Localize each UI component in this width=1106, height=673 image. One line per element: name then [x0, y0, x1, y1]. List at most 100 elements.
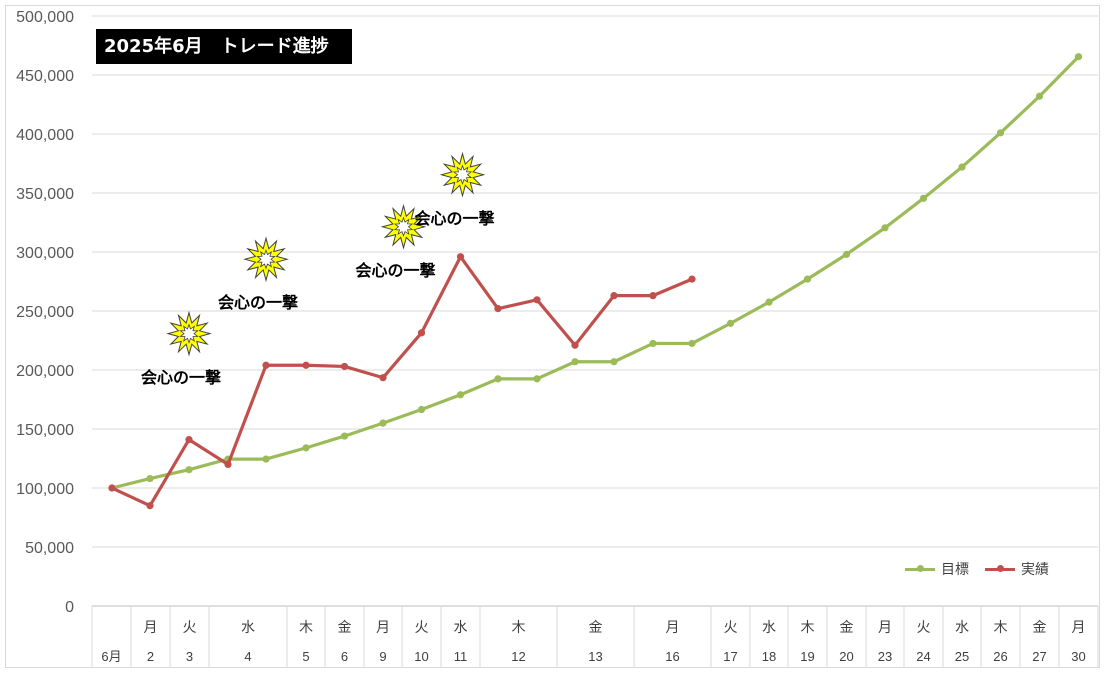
x-tick-date: 16	[665, 649, 679, 664]
data-point-target	[1035, 92, 1044, 100]
x-tick-weekday: 火	[917, 620, 931, 636]
y-tick-label: 400,000	[16, 127, 74, 144]
data-point-actual	[417, 329, 426, 337]
data-point-target	[340, 432, 349, 440]
x-tick-weekday: 火	[183, 620, 197, 636]
data-point-actual	[302, 361, 310, 369]
data-point-actual	[649, 292, 657, 300]
x-tick-weekday: 水	[454, 620, 468, 636]
x-tick-weekday: 金	[840, 620, 854, 636]
x-tick-date: 25	[955, 649, 969, 664]
data-point-target	[533, 375, 541, 383]
x-tick-weekday: 木	[299, 620, 313, 636]
series-line-target	[111, 55, 1080, 490]
data-point-actual	[688, 275, 696, 283]
x-tick-date: 6	[341, 649, 348, 664]
y-tick-label: 200,000	[16, 363, 74, 380]
x-tick-date: 19	[800, 649, 814, 664]
data-point-target	[765, 298, 773, 306]
x-tick-weekday: 金	[1033, 620, 1047, 636]
x-tick-date: 30	[1071, 649, 1085, 664]
data-point-actual	[340, 362, 349, 371]
x-tick-date: 26	[993, 649, 1007, 664]
x-tick-date: 23	[878, 649, 892, 664]
x-tick-date: 9	[379, 649, 386, 664]
y-tick-label: 500,000	[16, 9, 74, 26]
data-point-target	[185, 466, 193, 474]
annotation-label: 会心の一撃	[355, 260, 436, 280]
x-tick-weekday: 水	[241, 620, 255, 636]
data-point-target	[803, 275, 812, 283]
data-point-actual	[185, 436, 193, 444]
data-point-target	[456, 391, 465, 399]
y-tick-label: 150,000	[16, 422, 74, 439]
data-point-target	[842, 250, 851, 258]
data-point-target	[146, 474, 154, 483]
legend-swatch-target	[905, 564, 935, 572]
data-point-target	[1074, 53, 1083, 61]
burst-icon	[393, 216, 414, 237]
data-point-target	[958, 163, 966, 171]
y-tick-label: 0	[65, 599, 74, 616]
y-tick-label: 50,000	[25, 540, 74, 557]
x-tick-weekday: 金	[338, 620, 352, 636]
data-point-actual	[610, 292, 618, 300]
x-tick-weekday: 木	[801, 620, 815, 636]
y-tick-label: 250,000	[16, 304, 74, 321]
x-tick-date: 20	[839, 649, 853, 664]
data-point-target	[881, 224, 889, 232]
data-point-actual	[108, 484, 116, 492]
x-tick-weekday: 月	[144, 620, 158, 636]
data-point-target	[610, 358, 618, 366]
x-tick-date: 13	[588, 649, 602, 664]
x-tick-date: 27	[1032, 649, 1046, 664]
data-point-actual	[533, 296, 541, 304]
x-tick-date: 3	[186, 649, 193, 664]
data-point-target	[417, 405, 426, 414]
burst-icon	[256, 249, 276, 270]
data-point-target	[996, 129, 1005, 137]
burst-icon	[179, 323, 199, 344]
x-tick-date: 24	[916, 649, 930, 664]
y-tick-label: 450,000	[16, 68, 74, 85]
y-tick-label: 100,000	[16, 481, 74, 498]
x-tick-date: 12	[511, 649, 525, 664]
legend: 目標 実績	[905, 560, 1065, 578]
chart-title: 2025年6月 トレード進捗	[96, 29, 352, 64]
x-tick-weekday: 水	[762, 620, 776, 636]
data-point-target	[379, 419, 387, 427]
data-point-target	[262, 455, 270, 463]
data-point-target	[649, 339, 657, 348]
annotation-label: 会心の一撃	[218, 293, 299, 313]
burst-icon	[452, 164, 473, 185]
x-tick-weekday: 月	[376, 620, 390, 636]
data-point-actual	[456, 253, 465, 261]
x-tick-date: 11	[454, 649, 468, 664]
legend-item-actual: 実績	[985, 559, 1049, 579]
data-point-target	[919, 194, 928, 202]
x-tick-date: 5	[302, 649, 309, 664]
legend-label-actual: 実績	[1021, 562, 1049, 578]
y-tick-label: 350,000	[16, 186, 74, 203]
x-tick-date: 10	[414, 649, 428, 664]
x-tick-date: 18	[762, 649, 776, 664]
data-point-target	[688, 339, 696, 348]
x-tick-weekday: 水	[955, 620, 969, 636]
data-point-actual	[262, 361, 270, 369]
data-point-target	[571, 358, 579, 366]
data-point-actual	[571, 341, 579, 349]
data-point-target	[302, 444, 310, 452]
x-tick-weekday: 月	[1072, 620, 1086, 636]
x-tick-weekday: 月	[666, 620, 680, 636]
x-tick-weekday: 金	[589, 620, 603, 636]
data-point-actual	[224, 460, 232, 468]
x-tick-date: 2	[147, 649, 154, 664]
x-tick-date: 17	[723, 649, 737, 664]
legend-item-target: 目標	[905, 559, 969, 579]
x-tick-weekday: 火	[724, 620, 738, 636]
x-tick-date: 6月	[101, 649, 121, 664]
data-point-actual	[379, 374, 387, 382]
x-tick-weekday: 木	[512, 620, 526, 636]
data-point-actual	[146, 502, 154, 510]
